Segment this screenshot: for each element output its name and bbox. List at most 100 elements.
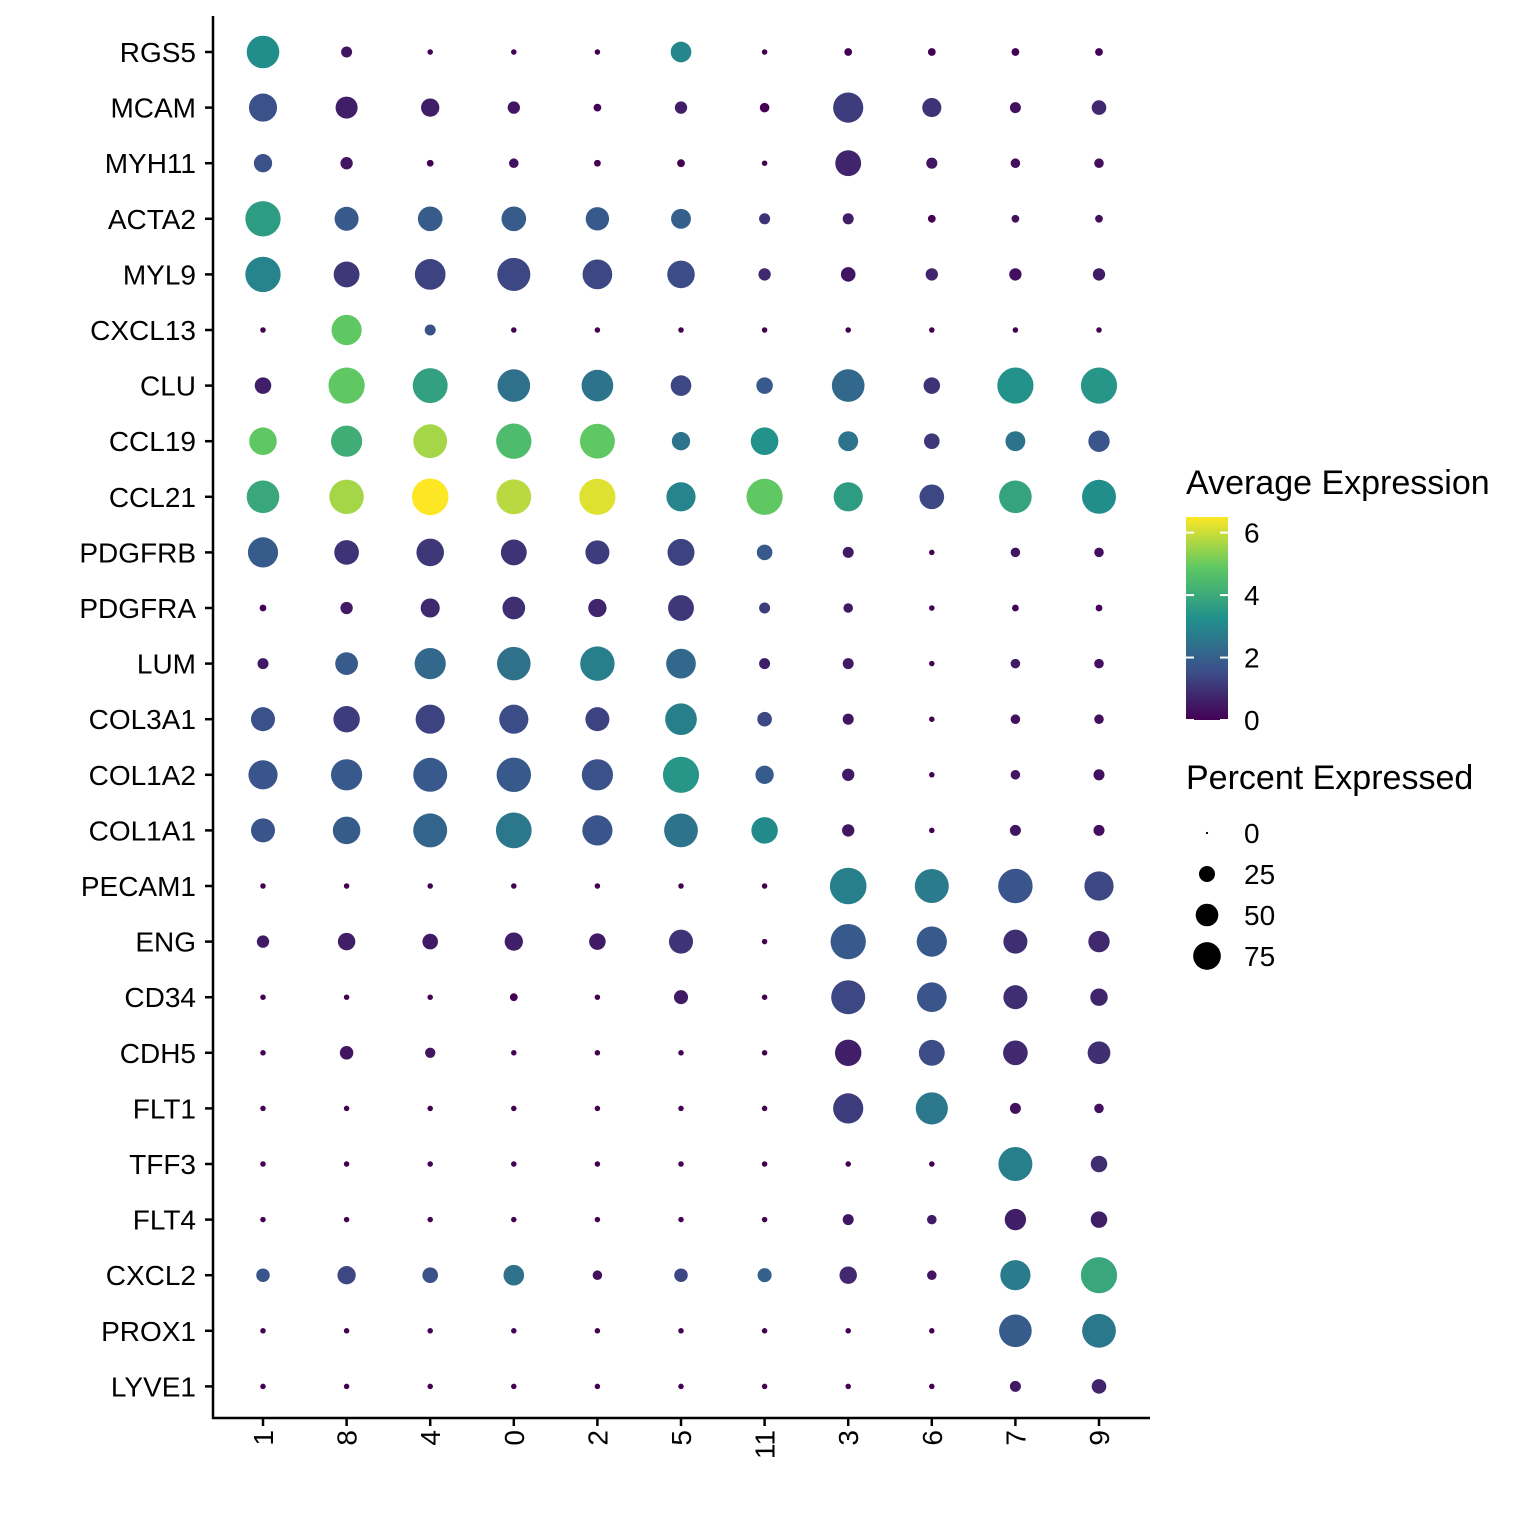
- dot-col1a2-cluster-3: [842, 768, 855, 781]
- cluster-label-11: 11: [750, 1430, 781, 1459]
- dot-myh11-cluster-5: [677, 159, 685, 168]
- dot-pdgfrb-cluster-3: [842, 546, 854, 558]
- dot-clu-cluster-7: [997, 367, 1034, 404]
- dot-lyve1-cluster-2: [594, 1383, 601, 1390]
- dot-acta2-cluster-3: [842, 213, 854, 225]
- dot-mcam-cluster-8: [335, 96, 358, 119]
- dot-tff3-cluster-9: [1090, 1155, 1108, 1173]
- gene-label-rgs5: RGS5: [120, 37, 196, 68]
- dot-flt4-cluster-3: [842, 1214, 854, 1226]
- dot-cxcl2-cluster-8: [337, 1266, 356, 1285]
- dot-pecam1-cluster-5: [678, 883, 684, 889]
- gene-label-pdgfrb: PDGFRB: [79, 537, 196, 568]
- size-legend-label-25: 25: [1244, 859, 1275, 890]
- dot-col1a1-cluster-4: [413, 813, 448, 848]
- cluster-label-3: 3: [833, 1430, 864, 1446]
- dot-mcam-cluster-1: [248, 93, 278, 122]
- dot-pdgfra-cluster-0: [502, 596, 526, 620]
- dot-ccl19-cluster-5: [671, 432, 691, 451]
- dot-tff3-cluster-7: [998, 1147, 1033, 1181]
- dot-col1a1-cluster-11: [751, 817, 778, 844]
- dot-flt1-cluster-6: [915, 1092, 948, 1125]
- dot-lum-cluster-8: [335, 652, 358, 675]
- dot-lum-cluster-2: [580, 646, 615, 681]
- dot-lyve1-cluster-7: [1009, 1380, 1021, 1392]
- gene-label-clu: CLU: [140, 371, 196, 402]
- dot-col3a1-cluster-0: [499, 704, 529, 734]
- dot-col1a2-cluster-2: [581, 759, 614, 791]
- dot-mcam-cluster-9: [1091, 100, 1107, 115]
- dot-myh11-cluster-9: [1094, 158, 1104, 168]
- dot-clu-cluster-2: [581, 369, 614, 402]
- dot-lum-cluster-0: [497, 646, 531, 681]
- dot-col1a1-cluster-7: [1009, 824, 1021, 836]
- dot-cxcl13-cluster-6: [929, 327, 935, 333]
- dot-ccl21-cluster-5: [666, 482, 696, 512]
- gene-label-acta2: ACTA2: [108, 204, 196, 235]
- cluster-label-2: 2: [582, 1430, 613, 1446]
- dot-flt1-cluster-1: [260, 1105, 266, 1112]
- dot-flt4-cluster-1: [260, 1216, 266, 1223]
- dot-flt1-cluster-7: [1009, 1102, 1021, 1114]
- dot-mcam-cluster-11: [759, 102, 770, 113]
- dot-flt1-cluster-5: [678, 1105, 684, 1112]
- dot-eng-cluster-6: [916, 926, 947, 957]
- dot-col1a2-cluster-11: [755, 765, 774, 784]
- size-legend-title: Percent Expressed: [1186, 759, 1473, 797]
- dot-rgs5-cluster-7: [1011, 48, 1020, 56]
- dot-mcam-cluster-0: [507, 101, 520, 114]
- dot-prox1-cluster-8: [343, 1328, 350, 1334]
- dot-pecam1-cluster-3: [829, 867, 867, 905]
- dot-lyve1-cluster-9: [1091, 1379, 1107, 1394]
- dot-lum-cluster-9: [1094, 658, 1104, 669]
- dot-rgs5-cluster-8: [341, 46, 353, 58]
- dot-lyve1-cluster-5: [678, 1383, 684, 1390]
- dot-eng-cluster-2: [589, 933, 606, 950]
- dot-acta2-cluster-7: [1011, 214, 1020, 223]
- dot-clu-cluster-8: [328, 367, 365, 404]
- gene-label-col3a1: COL3A1: [89, 704, 196, 735]
- dot-cd34-cluster-7: [1003, 985, 1028, 1010]
- dot-cxcl13-cluster-1: [260, 327, 266, 333]
- dot-myl9-cluster-2: [582, 259, 613, 290]
- dot-myh11-cluster-3: [835, 150, 862, 177]
- color-legend: Average Expression 0 2 4 6: [1186, 464, 1490, 736]
- dot-ccl21-cluster-9: [1082, 479, 1116, 514]
- dot-lum-cluster-3: [842, 658, 854, 670]
- cluster-label-0: 0: [499, 1430, 530, 1446]
- dot-col3a1-cluster-7: [1010, 714, 1021, 724]
- gene-label-cd34: CD34: [124, 982, 196, 1013]
- dot-mcam-cluster-5: [674, 101, 688, 114]
- dot-ccl19-cluster-0: [496, 423, 532, 459]
- dot-cxcl2-cluster-3: [839, 1266, 857, 1284]
- dot-clu-cluster-5: [670, 375, 692, 396]
- dot-myh11-cluster-11: [761, 160, 768, 166]
- dot-myh11-cluster-4: [426, 159, 434, 167]
- gene-label-col1a1: COL1A1: [89, 815, 196, 846]
- dot-pdgfrb-cluster-7: [1010, 547, 1021, 558]
- gene-label-cdh5: CDH5: [120, 1038, 196, 1069]
- dot-col1a1-cluster-2: [582, 815, 613, 846]
- dot-ccl19-cluster-3: [838, 431, 859, 452]
- dot-rgs5-cluster-6: [927, 48, 936, 56]
- dot-tff3-cluster-8: [343, 1161, 350, 1167]
- dot-lum-cluster-1: [257, 658, 269, 670]
- dot-pdgfrb-cluster-11: [756, 544, 773, 561]
- gene-labels: RGS5 MCAM MYH11 ACTA2 MYL9 CXCL13 CLU CCL19 CCL2…: [79, 37, 196, 1402]
- dot-pecam1-cluster-4: [427, 883, 433, 889]
- dot-prox1-cluster-1: [260, 1328, 266, 1334]
- dot-ccl19-cluster-4: [413, 424, 448, 459]
- dot-prox1-cluster-6: [929, 1328, 935, 1334]
- dot-pdgfra-cluster-4: [420, 598, 440, 618]
- dot-eng-cluster-9: [1088, 930, 1110, 953]
- dot-tff3-cluster-4: [427, 1161, 433, 1167]
- dot-col3a1-cluster-6: [929, 716, 935, 722]
- dot-cdh5-cluster-11: [761, 1050, 768, 1056]
- gene-label-lyve1: LYVE1: [111, 1371, 196, 1402]
- dot-cdh5-cluster-0: [511, 1050, 517, 1056]
- dot-col1a2-cluster-9: [1093, 769, 1105, 781]
- dot-cxcl2-cluster-11: [757, 1268, 772, 1283]
- dot-tff3-cluster-5: [678, 1161, 684, 1167]
- dot-acta2-cluster-2: [585, 207, 610, 231]
- dot-flt4-cluster-11: [761, 1216, 768, 1223]
